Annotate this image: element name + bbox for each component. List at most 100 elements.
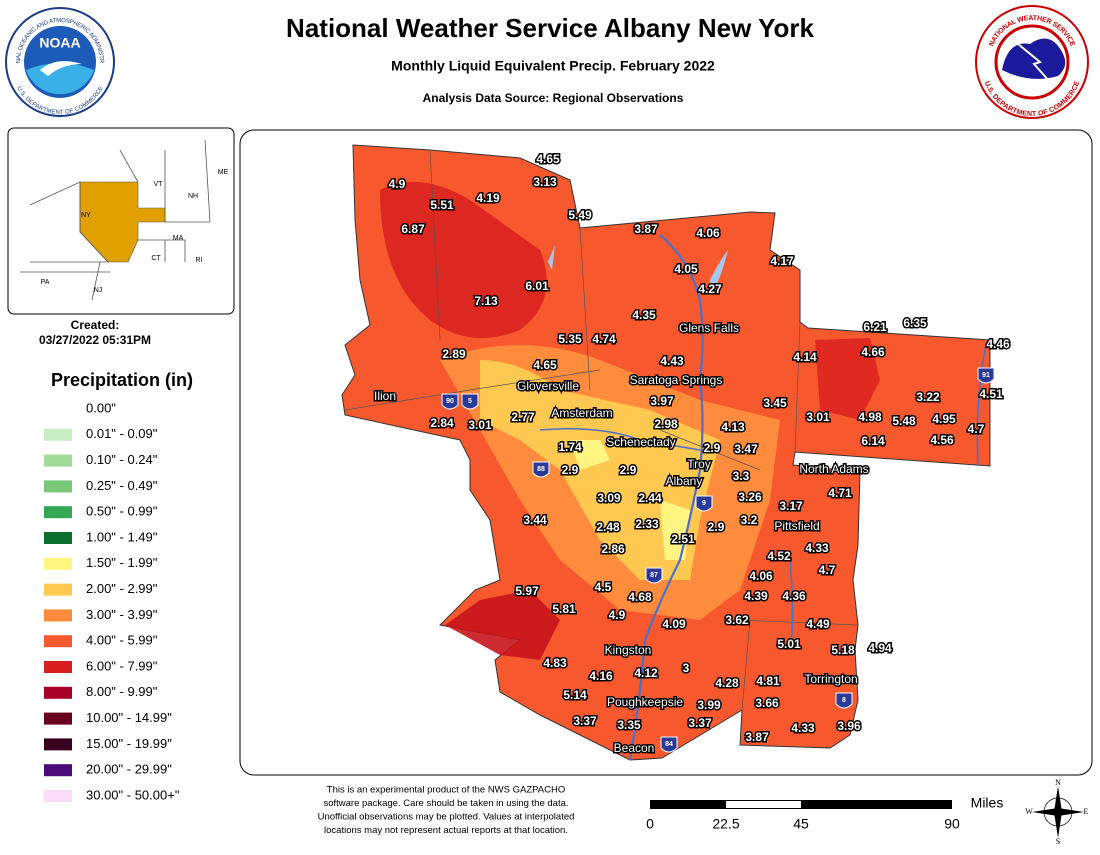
highway-label: 84 — [665, 741, 673, 748]
station-value: 4.9 — [389, 177, 406, 191]
scale-label: 0 — [646, 816, 654, 832]
station-value: 4.16 — [589, 669, 613, 683]
highway-shield — [977, 367, 995, 384]
station-value: 3.44 — [523, 513, 547, 527]
city-label: Schenectady — [606, 435, 675, 449]
station-value: 4.95 — [932, 412, 956, 426]
station-value: 3.01 — [468, 418, 492, 432]
station-value: 4.33 — [805, 541, 829, 555]
legend-swatch — [44, 738, 72, 751]
city-label: Poughkeepsie — [607, 695, 683, 709]
station-value: 1.74 — [558, 440, 582, 454]
station-value: 4.13 — [721, 420, 745, 434]
legend-title: Precipitation (in) — [51, 370, 193, 390]
highway-label: 8 — [842, 697, 846, 704]
legend-label: 8.00" - 9.99" — [86, 684, 158, 699]
station-value: 3.97 — [650, 394, 674, 408]
station-value: 4.49 — [806, 617, 830, 631]
compass-label: N — [1055, 778, 1061, 787]
station-value: 3.09 — [597, 491, 621, 505]
station-value: 4.65 — [533, 358, 557, 372]
station-value: 3.87 — [745, 730, 769, 744]
station-value: 3.26 — [738, 490, 762, 504]
station-value: 4.05 — [674, 262, 698, 276]
station-value: 3.45 — [763, 396, 787, 410]
station-value: 5.81 — [552, 602, 576, 616]
station-value: 2.9 — [708, 520, 725, 534]
state-label: MA — [173, 235, 184, 242]
highway-shield — [461, 393, 479, 410]
footnote: software package. Care should be taken i… — [323, 798, 568, 809]
highway-label: 90 — [446, 398, 454, 405]
scale-unit: Miles — [971, 795, 1004, 811]
station-value: 4.98 — [858, 410, 882, 424]
station-value: 2.89 — [442, 347, 466, 361]
legend-swatch — [44, 635, 72, 648]
legend-swatch — [44, 532, 72, 544]
legend-label: 15.00" - 19.99" — [86, 736, 172, 751]
station-value: 3.3 — [733, 469, 750, 483]
station-value: 3.37 — [573, 714, 597, 728]
legend-label: 30.00" - 50.00+" — [86, 787, 180, 802]
compass-label: W — [1025, 807, 1033, 816]
city-label: Pittsfield — [774, 519, 819, 533]
station-value: 3.99 — [697, 698, 721, 712]
city-label: Troy — [687, 457, 711, 471]
station-value: 3.47 — [734, 442, 758, 456]
station-value: 5.18 — [831, 643, 855, 657]
state-label: VT — [154, 181, 164, 188]
station-value: 5.01 — [777, 637, 801, 651]
legend-label: 0.50" - 0.99" — [86, 504, 158, 519]
city-label: Glens Falls — [679, 321, 739, 335]
scale-label: 45 — [793, 816, 809, 832]
legend-swatch — [44, 454, 72, 467]
station-value: 3.17 — [779, 499, 803, 513]
state-label: RI — [196, 257, 203, 264]
station-value: 3.22 — [916, 390, 940, 404]
station-value: 3.62 — [725, 613, 749, 627]
station-value: 4.94 — [868, 641, 892, 655]
city-label: North Adams — [799, 462, 868, 476]
legend-label: 10.00" - 14.99" — [86, 710, 172, 725]
state-label: NY — [81, 212, 91, 219]
station-value: 5.35 — [558, 332, 582, 346]
station-value: 5.51 — [430, 198, 454, 212]
station-value: 4.7 — [968, 422, 985, 436]
station-value: 4.33 — [791, 721, 815, 735]
footnote: Unofficial observations may be plotted. … — [318, 812, 575, 823]
station-value: 6.35 — [903, 316, 927, 330]
station-value: 4.56 — [930, 433, 954, 447]
station-value: 4.83 — [543, 656, 567, 670]
legend-swatch — [44, 764, 72, 777]
station-value: 3.37 — [688, 716, 712, 730]
station-value: 4.65 — [536, 152, 560, 166]
station-value: 3.35 — [617, 718, 641, 732]
station-value: 4.52 — [767, 549, 791, 563]
highway-shield — [835, 692, 853, 709]
highway-label: 88 — [537, 466, 545, 473]
legend-swatch — [44, 403, 72, 415]
station-value: 3.66 — [755, 696, 779, 710]
station-value: 6.87 — [401, 222, 425, 236]
station-value: 2.48 — [596, 520, 620, 534]
station-value: 2.77 — [511, 410, 535, 424]
legend-label: 0.01" - 0.09" — [86, 426, 158, 441]
station-value: 4.71 — [828, 486, 852, 500]
scale-bar — [650, 800, 952, 809]
highway-label: 87 — [650, 572, 658, 579]
highway-shield — [532, 461, 550, 478]
legend-label: 0.10" - 0.24" — [86, 452, 158, 467]
station-value: 4.7 — [819, 563, 836, 577]
footnote: locations may not represent actual repor… — [324, 825, 568, 836]
highway-shield — [441, 393, 459, 410]
footnote: This is an experimental product of the N… — [327, 785, 565, 796]
station-value: 4.74 — [592, 332, 616, 346]
station-value: 4.35 — [632, 308, 656, 322]
scale-label: 90 — [944, 816, 960, 832]
station-value: 2.44 — [638, 491, 662, 505]
highway-shield — [645, 567, 663, 584]
nws-logo: NATIONAL WEATHER SERVICE U.S. DEPARTMENT… — [975, 5, 1089, 119]
scale-label: 22.5 — [712, 816, 739, 832]
city-label: Beacon — [614, 741, 655, 755]
station-value: 4.06 — [749, 569, 773, 583]
